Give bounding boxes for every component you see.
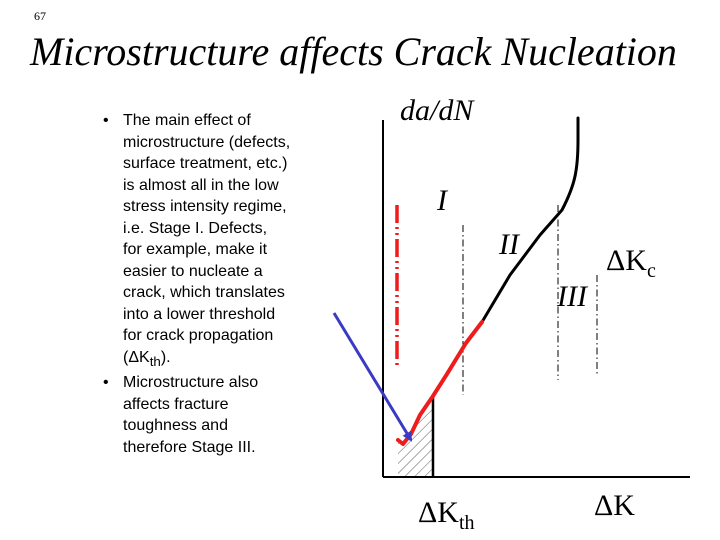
critical-delta-k-label: ΔKc [606,244,656,282]
bullet-text-end: ). [160,348,171,366]
y-axis-label: da/dN [400,94,475,127]
threshold-delta-k-label: ΔKth [418,496,475,534]
bullet-subscript: th [149,353,161,369]
bullet-text: Microstructure also affects fracture tou… [123,374,259,456]
critical-delta-k-main: ΔK [606,244,647,277]
slide-title: Microstructure affects Crack Nucleation [30,29,677,74]
slide-number: 67 [34,9,46,23]
bullet-item: The main effect of microstructure (defec… [99,110,349,372]
bullet-list: The main effect of microstructure (defec… [99,110,349,458]
stage-label-1: I [436,184,449,217]
threshold-delta-k-main: ΔK [418,496,459,529]
bullet-item: Microstructure also affects fracture tou… [99,372,349,458]
bullet-text: The main effect of microstructure (defec… [123,112,291,366]
x-axis-label: ΔK [594,489,635,522]
lowered-threshold-curve [396,320,484,446]
threshold-hatched-region [398,396,433,477]
pointer-arrow [332,312,413,442]
threshold-delta-k-subscript: th [459,512,475,534]
critical-delta-k-subscript: c [647,260,656,282]
stage-label-3: III [556,280,589,313]
stage-label-2: II [498,228,521,261]
